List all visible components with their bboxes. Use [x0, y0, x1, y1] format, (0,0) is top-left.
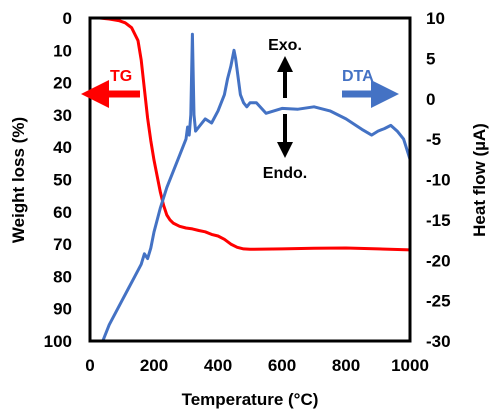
- y-right-tick-label: -20: [426, 251, 451, 270]
- y-left-tick-label: 100: [44, 332, 72, 351]
- y-right-tick-label: 5: [426, 49, 435, 68]
- series-layer: [99, 16, 412, 342]
- x-tick-label: 200: [140, 356, 168, 375]
- y-right-tick-label: -5: [426, 130, 441, 149]
- y-left-tick-label: 90: [53, 300, 72, 319]
- endo-label: Endo.: [263, 165, 307, 182]
- y-left-tick-label: 10: [53, 41, 72, 60]
- x-tick-label: 600: [268, 356, 296, 375]
- y-left-tick-label: 20: [53, 74, 72, 93]
- series-line-tg: [99, 16, 411, 252]
- exo-label: Exo.: [268, 37, 302, 54]
- x-tick-labels: 0 200 400 600 800 1000: [85, 356, 429, 375]
- y-left-tick-label: 0: [63, 9, 72, 28]
- y-right-tick-label: -15: [426, 211, 451, 230]
- x-tick-label: 400: [204, 356, 232, 375]
- y-left-tick-label: 50: [53, 171, 72, 190]
- x-axis-label: Temperature (°C): [182, 390, 319, 409]
- plot-frame: [88, 16, 412, 343]
- series-line-dta: [101, 32, 412, 342]
- y-right-tick-label: -30: [426, 332, 451, 351]
- y-right-axis-label: Heat flow (µA): [470, 123, 489, 237]
- y-left-axis-label: Weight loss (%): [9, 117, 28, 243]
- y-left-tick-label: 70: [53, 235, 72, 254]
- y-right-tick-label: -10: [426, 171, 451, 190]
- y-right-tick-labels: 10 5 0 -5 -10 -15 -20 -25 -30: [426, 9, 451, 351]
- x-tick-label: 1000: [391, 356, 429, 375]
- dta-label: DTA: [342, 68, 374, 85]
- y-right-tick-label: -25: [426, 292, 451, 311]
- y-left-tick-label: 80: [53, 267, 72, 286]
- y-right-tick-label: 0: [426, 90, 435, 109]
- y-right-tick-label: 10: [426, 9, 445, 28]
- x-tick-label: 800: [332, 356, 360, 375]
- y-left-tick-label: 30: [53, 106, 72, 125]
- y-left-tick-label: 40: [53, 138, 72, 157]
- tg-label: TG: [110, 68, 132, 85]
- x-tick-label: 0: [85, 356, 94, 375]
- y-left-tick-label: 60: [53, 203, 72, 222]
- y-left-tick-labels: 0 10 20 30 40 50 60 70 80 90 100: [44, 9, 72, 351]
